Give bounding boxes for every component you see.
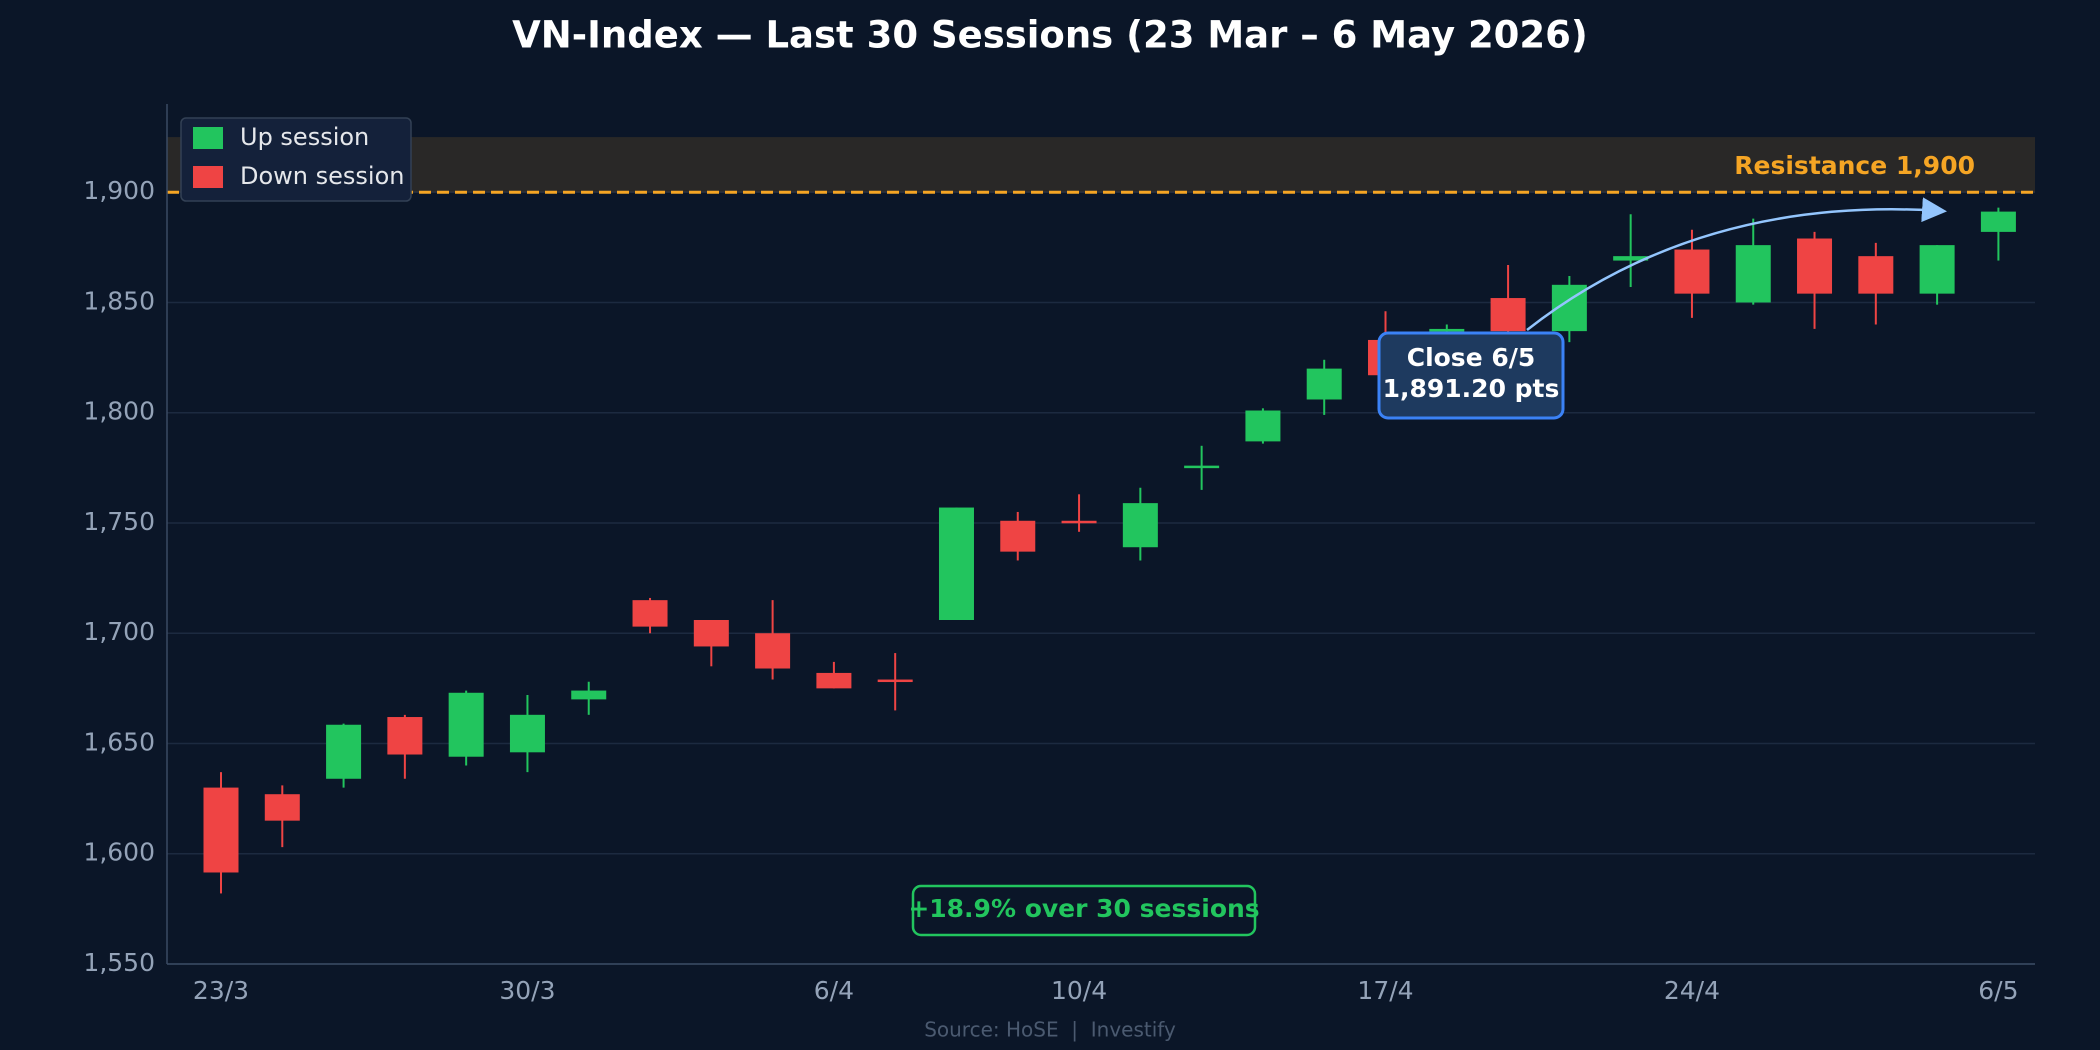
- legend-label: Up session: [240, 123, 369, 151]
- legend-label: Down session: [240, 162, 404, 190]
- candle-body: [1858, 256, 1894, 294]
- candle-body: [1122, 503, 1158, 548]
- candles: [203, 207, 2016, 894]
- x-tick-label: 30/3: [499, 976, 555, 1005]
- x-tick-label: 17/4: [1357, 976, 1413, 1005]
- candle-body: [387, 717, 423, 755]
- candle-body: [816, 672, 852, 689]
- y-tick-label: 1,550: [83, 948, 155, 977]
- candle-body: [1490, 298, 1526, 332]
- resistance-label: Resistance 1,900: [1734, 151, 1975, 180]
- candle-body: [1184, 465, 1220, 469]
- candle-body: [1735, 245, 1771, 303]
- y-tick-label: 1,700: [83, 617, 155, 646]
- callout-title: Close 6/5: [1407, 343, 1536, 372]
- resistance-zone: Resistance 1,900: [167, 137, 2035, 194]
- callout-arrow: [1526, 197, 1947, 331]
- candle-body: [1306, 368, 1342, 400]
- y-tick-label: 1,750: [83, 507, 155, 536]
- callout-value: 1,891.20 pts: [1383, 374, 1560, 403]
- note-box: [911, 884, 1257, 937]
- candle-body: [755, 633, 791, 669]
- callout-box: [1377, 331, 1565, 420]
- legend: Up session Down session: [193, 123, 404, 190]
- x-tick-label: 24/4: [1664, 976, 1720, 1005]
- candle-body: [1919, 245, 1955, 294]
- candle-body: [1674, 249, 1710, 294]
- candle-body: [1245, 410, 1281, 442]
- x-tick-label: 6/5: [1978, 976, 2018, 1005]
- candle-body: [326, 724, 362, 779]
- legend-box: [180, 117, 412, 202]
- candle-body: [1061, 520, 1097, 524]
- candle-body: [509, 714, 545, 753]
- resistance-band: [167, 137, 2035, 193]
- y-tick-label: 1,900: [83, 176, 155, 205]
- candle-body: [938, 507, 974, 620]
- legend-swatch: [193, 166, 223, 188]
- source: Source: HoSE | Investify: [924, 1018, 1176, 1042]
- candle-body: [264, 794, 300, 821]
- x-tick-label: 10/4: [1051, 976, 1107, 1005]
- legend-swatch: [193, 127, 223, 149]
- candle-body: [1613, 256, 1649, 261]
- candle-body: [1797, 238, 1833, 294]
- y-tick-label: 1,650: [83, 727, 155, 756]
- chart-title: VN-Index — Last 30 Sessions (23 Mar – 6 …: [512, 14, 1588, 57]
- x-tick-label: 23/3: [193, 976, 249, 1005]
- y-tick-label: 1,850: [83, 286, 155, 315]
- candle-body: [1000, 520, 1036, 552]
- y-tick-label: 1,600: [83, 838, 155, 867]
- candle-body: [448, 692, 484, 757]
- candle-body: [203, 787, 239, 873]
- x-tick-label: 6/4: [814, 976, 854, 1005]
- candle-body: [877, 679, 913, 683]
- candle-body: [1429, 328, 1465, 332]
- candle-body: [632, 600, 668, 627]
- grid: 1,550 1,600 1,650 1,700 1,750 1,800 1,850 1,900…: [83, 176, 2035, 1005]
- candle-body: [1980, 211, 2016, 232]
- candle-body: [571, 690, 607, 700]
- change-note: +18.9% over 30 sessions: [908, 894, 1259, 923]
- candle-body: [693, 620, 729, 647]
- y-tick-label: 1,800: [83, 397, 155, 426]
